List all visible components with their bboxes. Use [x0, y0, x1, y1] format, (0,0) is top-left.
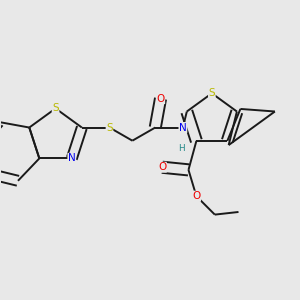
Text: N: N — [68, 153, 76, 164]
Text: S: S — [208, 88, 215, 98]
Text: H: H — [178, 144, 185, 153]
Text: S: S — [106, 122, 113, 133]
Text: N: N — [179, 122, 187, 133]
Text: S: S — [52, 103, 59, 113]
Text: O: O — [156, 94, 165, 103]
Text: O: O — [158, 162, 166, 172]
Text: O: O — [192, 191, 200, 201]
